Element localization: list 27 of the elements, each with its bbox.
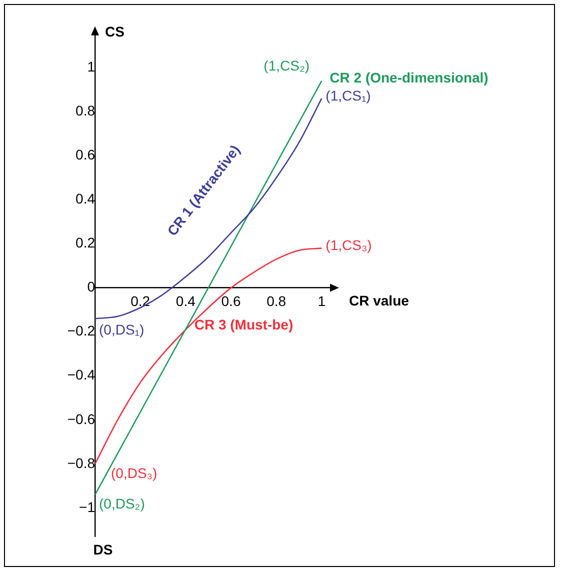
annotation: (0,DS₃) <box>111 464 158 481</box>
y-tick-label: 1 <box>87 58 96 74</box>
text: DS <box>93 541 113 558</box>
x-tick-label: 0.2 <box>130 293 150 310</box>
annotation: (1,CS₁) <box>326 87 371 104</box>
y-tick-label: 0.6 <box>76 146 96 163</box>
y-tick-label: 0 <box>87 278 96 295</box>
annotation: (0,DS₂) <box>99 496 145 512</box>
x-tick-label: 0.6 <box>221 293 241 310</box>
series-label: CR 2 (One-dimensional) <box>330 70 488 86</box>
x-tick-label: 0.4 <box>176 293 196 310</box>
y-tick-label: 0.2 <box>76 234 96 251</box>
y-tick-label: −0.2 <box>67 322 96 339</box>
annotation: (1,CS₂) <box>264 58 310 74</box>
y-tick-label: −0.8 <box>67 454 96 471</box>
y-tick-label: −0.4 <box>67 366 96 383</box>
y-tick-label: −1 <box>79 498 96 515</box>
x-tick-label: 1 <box>318 293 326 310</box>
x-tick-label: 0.8 <box>266 293 286 310</box>
series-label: CR 3 (Must-be) <box>194 316 294 332</box>
annotation: (1,CS₃) <box>326 237 372 254</box>
y-axis-title: CS <box>105 23 124 40</box>
y-tick-label: 0.4 <box>76 190 96 207</box>
annotation: (0,DS₁) <box>99 321 144 338</box>
y-tick-label: 0.8 <box>76 102 96 119</box>
x-axis-title: CR value <box>349 292 410 309</box>
y-tick-label: −0.6 <box>67 410 96 427</box>
